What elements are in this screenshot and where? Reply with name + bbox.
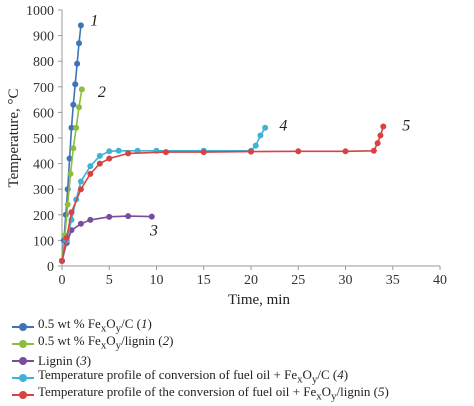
- y-tick-label: 800: [33, 55, 54, 70]
- y-tick-label: 0: [47, 260, 54, 275]
- x-axis-title: Time, min: [228, 292, 290, 308]
- series-line: [61, 127, 266, 262]
- x-tick-label: 20: [244, 273, 258, 288]
- data-point: [68, 124, 75, 131]
- legend-label: 0.5 wt % FexOy/lignin (2): [38, 333, 174, 352]
- data-point: [67, 170, 74, 177]
- y-tick-label: 500: [33, 132, 54, 147]
- y-tick-label: 400: [33, 158, 54, 173]
- data-point: [77, 22, 84, 29]
- data-point: [342, 148, 349, 155]
- data-point: [248, 148, 254, 155]
- data-point: [162, 149, 169, 156]
- x-tick-label: 25: [291, 273, 305, 288]
- data-point: [77, 178, 84, 185]
- data-point: [74, 60, 81, 67]
- data-point: [76, 40, 83, 47]
- series-2: [59, 86, 85, 264]
- data-point: [295, 148, 302, 155]
- legend-item: Temperature profile of the conversion of…: [12, 384, 474, 403]
- y-tick-label: 200: [33, 209, 54, 224]
- data-point: [96, 152, 103, 159]
- curve-label-1: 1: [90, 12, 98, 29]
- data-point: [87, 216, 94, 223]
- x-tick-label: 35: [386, 273, 400, 288]
- data-point: [64, 201, 71, 208]
- legend-label: 0.5 wt % FexOy/C (1): [38, 316, 152, 335]
- x-tick-label: 40: [433, 273, 447, 288]
- y-tick-label: 300: [33, 183, 54, 198]
- x-tick-label: 5: [106, 273, 113, 288]
- legend-marker: [12, 322, 34, 332]
- legend-item: Temperature profile of conversion of fue…: [12, 367, 474, 386]
- curve-label-3: 3: [149, 222, 158, 239]
- x-tick-label: 15: [197, 273, 211, 288]
- data-point: [262, 124, 269, 131]
- data-point: [377, 132, 384, 139]
- data-point: [59, 257, 65, 264]
- legend-label: Lignin (3): [38, 353, 92, 368]
- data-point: [125, 213, 132, 220]
- legend-item: 0.5 wt % FexOy/lignin (2): [12, 333, 474, 352]
- data-point: [106, 213, 113, 220]
- data-point: [70, 101, 77, 108]
- y-tick-label: 700: [33, 81, 54, 96]
- legend-marker: [12, 390, 34, 400]
- series-5: [59, 123, 387, 264]
- data-point: [370, 147, 377, 154]
- legend-label: Temperature profile of conversion of fue…: [38, 367, 349, 386]
- data-point: [77, 220, 84, 227]
- legend-marker: [12, 356, 34, 366]
- data-point: [73, 124, 80, 131]
- y-tick-label: 1000: [26, 4, 54, 19]
- series-line: [61, 89, 83, 261]
- y-axis-title: Temperature, °C: [6, 88, 22, 187]
- y-tick-label: 600: [33, 106, 54, 121]
- data-point: [380, 123, 387, 130]
- data-point: [125, 150, 132, 157]
- data-point: [106, 148, 113, 155]
- legend-item: 0.5 wt % FexOy/C (1): [12, 316, 474, 335]
- chart-legend: 0.5 wt % FexOy/C (1) 0.5 wt % FexOy/ligni…: [12, 316, 474, 403]
- x-tick-label: 10: [150, 273, 164, 288]
- data-point: [76, 104, 83, 111]
- curve-label-5: 5: [402, 117, 410, 134]
- data-point: [66, 155, 73, 162]
- data-point: [200, 149, 207, 156]
- data-point: [87, 163, 94, 170]
- x-tick-label: 0: [59, 273, 66, 288]
- data-point: [115, 147, 122, 154]
- y-tick-label: 900: [33, 30, 54, 45]
- data-point: [63, 234, 70, 241]
- data-point: [374, 140, 381, 147]
- data-point: [68, 209, 75, 216]
- data-point: [77, 186, 84, 193]
- legend-marker: [12, 373, 34, 383]
- series-line: [61, 126, 385, 262]
- data-point: [87, 170, 94, 177]
- data-point: [252, 142, 259, 149]
- curve-label-2: 2: [98, 84, 106, 101]
- series-4: [59, 124, 269, 264]
- data-point: [148, 213, 155, 220]
- legend-label: Temperature profile of the conversion of…: [38, 384, 389, 403]
- y-tick-label: 100: [33, 234, 54, 249]
- data-point: [70, 145, 77, 152]
- x-tick-label: 30: [339, 273, 353, 288]
- data-point: [78, 86, 85, 93]
- legend-marker: [12, 339, 34, 349]
- data-point: [257, 132, 264, 139]
- series-line: [61, 215, 152, 262]
- curve-label-4: 4: [279, 117, 287, 134]
- data-point: [96, 160, 103, 167]
- legend-item: Lignin (3): [12, 352, 474, 369]
- data-point: [72, 81, 79, 88]
- data-point: [106, 155, 113, 162]
